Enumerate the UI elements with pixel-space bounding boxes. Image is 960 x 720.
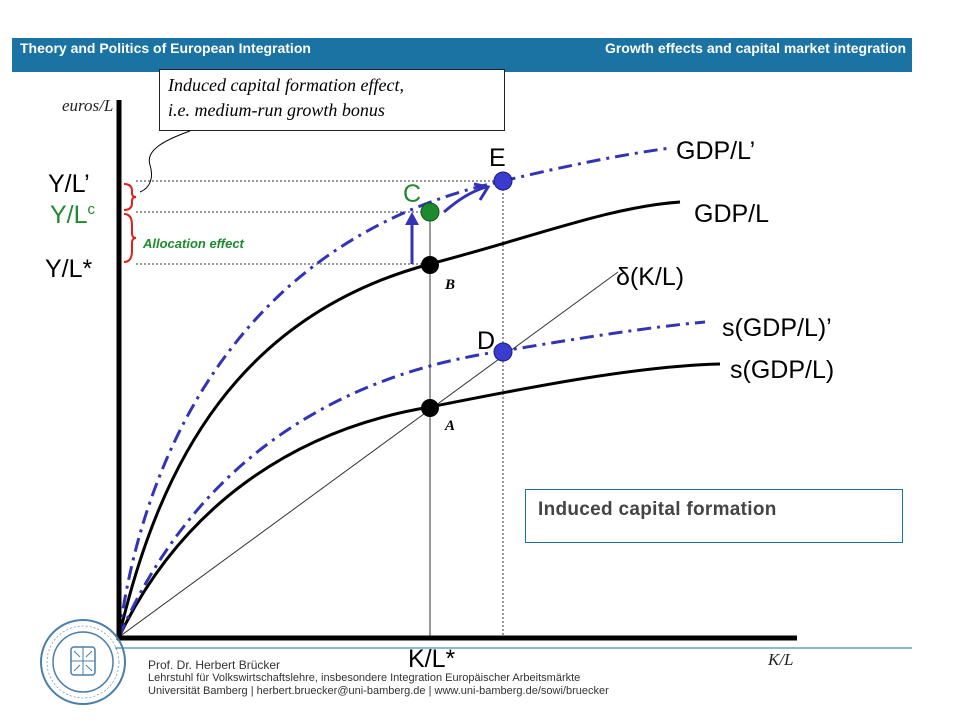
arrow-c-to-e: [443, 185, 487, 214]
delta-label: δ(K/L): [616, 263, 684, 291]
arrow-b-to-c-head: [405, 212, 419, 225]
gdp-label: GDP/L: [694, 200, 769, 228]
point-d: [493, 342, 513, 362]
s-gdp-label: s(GDP/L): [730, 356, 834, 384]
s-gdp-curve: [117, 362, 721, 638]
footer-chair: Lehrstuhl für Volkswirtschaftslehre, ins…: [148, 672, 581, 684]
callout-line-2: i.e. medium-run growth bonus: [168, 100, 385, 120]
arrow-c-to-e-head: [473, 182, 491, 201]
s-gdp-prime-curve: [117, 320, 706, 638]
point-e: [493, 171, 513, 191]
gdp-curve: [117, 200, 681, 638]
y-c-label: Y/Lc: [50, 201, 96, 229]
point-a: [421, 399, 439, 417]
x-marker-label: K/L*: [408, 645, 456, 673]
gdp-prime-curve: [117, 146, 671, 638]
point-b: [421, 256, 439, 274]
callout-line-1: Induced capital formation effect,: [168, 75, 404, 95]
footer: Prof. Dr. Herbert Brücker Lehrstuhl für …: [148, 659, 609, 698]
point-c: [420, 202, 440, 222]
y-axis-label: euros/L: [62, 96, 113, 115]
y-star-label: Y/L*: [45, 255, 93, 283]
footer-author: Prof. Dr. Herbert Brücker: [148, 658, 281, 672]
delta-line: [118, 271, 619, 638]
header-right-title: Growth effects and capital market integr…: [604, 40, 906, 56]
x-axis-label: K/L: [767, 650, 794, 669]
point-e-label: E: [489, 144, 506, 172]
callout-pointer: [139, 130, 191, 193]
callout-box: Induced capital formation effect, i.e. m…: [159, 69, 505, 131]
induced-capital-formation-box: Induced capital formation: [525, 489, 903, 543]
brace-upper: [123, 183, 137, 211]
s-gdp-prime-label: s(GDP/L)’: [722, 314, 832, 342]
induced-capital-formation-text: Induced capital formation: [538, 499, 777, 520]
header-bar: Theory and Politics of European Integrat…: [12, 38, 912, 72]
point-b-label: B: [444, 277, 455, 293]
footer-contact: Universität Bamberg | herbert.bruecker@u…: [148, 685, 609, 697]
brace-lower: [123, 213, 137, 263]
header-left-title: Theory and Politics of European Integrat…: [20, 40, 311, 56]
y-prime-label: Y/L’: [48, 170, 90, 198]
university-seal-icon: [40, 619, 126, 705]
gdp-prime-label: GDP/L’: [676, 137, 755, 165]
allocation-effect-label: Allocation effect: [142, 236, 245, 251]
point-a-label: A: [444, 418, 455, 434]
point-c-label: C: [403, 180, 421, 208]
point-d-label: D: [477, 327, 495, 355]
